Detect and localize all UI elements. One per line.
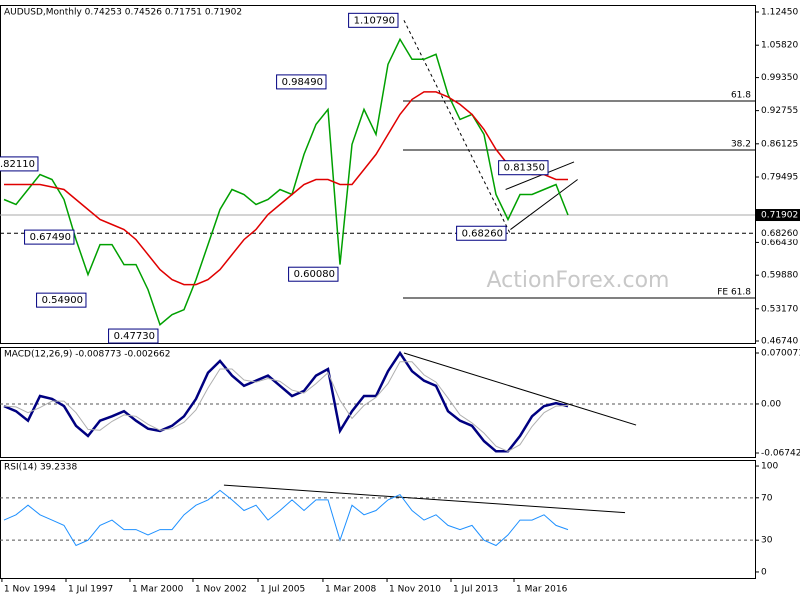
- y-tick-label: 0.00: [761, 399, 781, 409]
- trendline: [505, 161, 575, 190]
- fib-label: 38.2: [731, 139, 751, 149]
- price-label-box: [24, 229, 75, 245]
- y-tick-label: 0.92755: [761, 106, 798, 116]
- watermark: ActionForex.com: [487, 268, 670, 293]
- price-label: 0.67490: [30, 232, 71, 243]
- price-label: 1.10790: [354, 15, 395, 26]
- x-tick-label: 1 Jul 1997: [68, 585, 113, 595]
- y-tick-label: 0.86125: [761, 139, 798, 149]
- fib-label: 61.8: [731, 91, 751, 101]
- y-tick-label: 0.66430: [761, 238, 798, 248]
- x-tick-label: 1 Mar 2016: [516, 585, 568, 595]
- y-tick-label: 0.070071: [761, 348, 800, 358]
- price-label-box: [498, 160, 549, 176]
- y-tick-label: 100: [761, 462, 778, 472]
- current-price-box: [756, 209, 800, 222]
- price-label: 0.54900: [42, 295, 83, 306]
- x-tick-label: 1 Nov 2002: [195, 585, 247, 595]
- fib-label: FE 61.8: [717, 287, 751, 297]
- y-tick-label: 0.59880: [761, 271, 798, 281]
- panel-frame: [0, 347, 756, 458]
- panel-title: MACD(12,26,9) -0.008773 -0.002662: [4, 350, 170, 360]
- price-label: 0.81350: [504, 163, 545, 174]
- price-label-box: [288, 266, 339, 282]
- y-tick-label: 0.53170: [761, 304, 798, 314]
- price-label: 0.47730: [114, 331, 155, 342]
- price-label-box: [456, 225, 507, 241]
- y-tick-label: 0.99350: [761, 73, 798, 83]
- price-label: 0.68260: [462, 228, 503, 239]
- panel-frame: [0, 460, 756, 579]
- x-tick-label: 1 Mar 2008: [325, 585, 377, 595]
- y-tick-label: 1.12450: [761, 8, 798, 18]
- support-price-box: [756, 227, 800, 240]
- x-tick-label: 1 Nov 2010: [389, 585, 441, 595]
- x-tick-label: 1 Mar 2000: [132, 585, 184, 595]
- panel-title: RSI(14) 39.2338: [4, 463, 77, 473]
- trendline: [403, 20, 511, 234]
- y-tick-label: 70: [761, 493, 773, 503]
- price-label-box: [0, 156, 39, 172]
- trendline: [510, 179, 578, 230]
- trendline: [403, 352, 637, 426]
- trendline: [223, 484, 626, 514]
- price-label-box: [108, 328, 159, 344]
- series-line: [3, 489, 569, 547]
- x-tick-label: 1 Jul 2013: [453, 585, 498, 595]
- y-tick-label: 0.79495: [761, 173, 798, 183]
- y-tick-label: 1.05820: [761, 41, 798, 51]
- y-tick-label: 0: [761, 567, 767, 577]
- current-price-label: 0.71902: [761, 211, 798, 221]
- x-tick-label: 1 Nov 1994: [4, 585, 56, 595]
- price-label-box: [36, 292, 87, 308]
- x-tick-label: 1 Jul 2005: [260, 585, 305, 595]
- series-line: [3, 350, 569, 453]
- price-label: 0.82110: [0, 159, 35, 170]
- price-label: 0.60080: [294, 269, 335, 280]
- y-tick-label: 0.46740: [761, 336, 798, 346]
- support-price-label: 0.68260: [761, 229, 798, 239]
- series-line: [3, 361, 569, 452]
- panel-frame: [0, 5, 756, 344]
- price-label-box: [348, 12, 399, 28]
- y-tick-label: 30: [761, 536, 773, 546]
- panel-title: AUDUSD,Monthly 0.74253 0.74526 0.71751 0…: [4, 8, 242, 18]
- series-line: [4, 91, 568, 286]
- price-label-box: [276, 74, 327, 90]
- y-tick-label: -0.067423: [761, 449, 800, 459]
- price-label: 0.98490: [282, 77, 323, 88]
